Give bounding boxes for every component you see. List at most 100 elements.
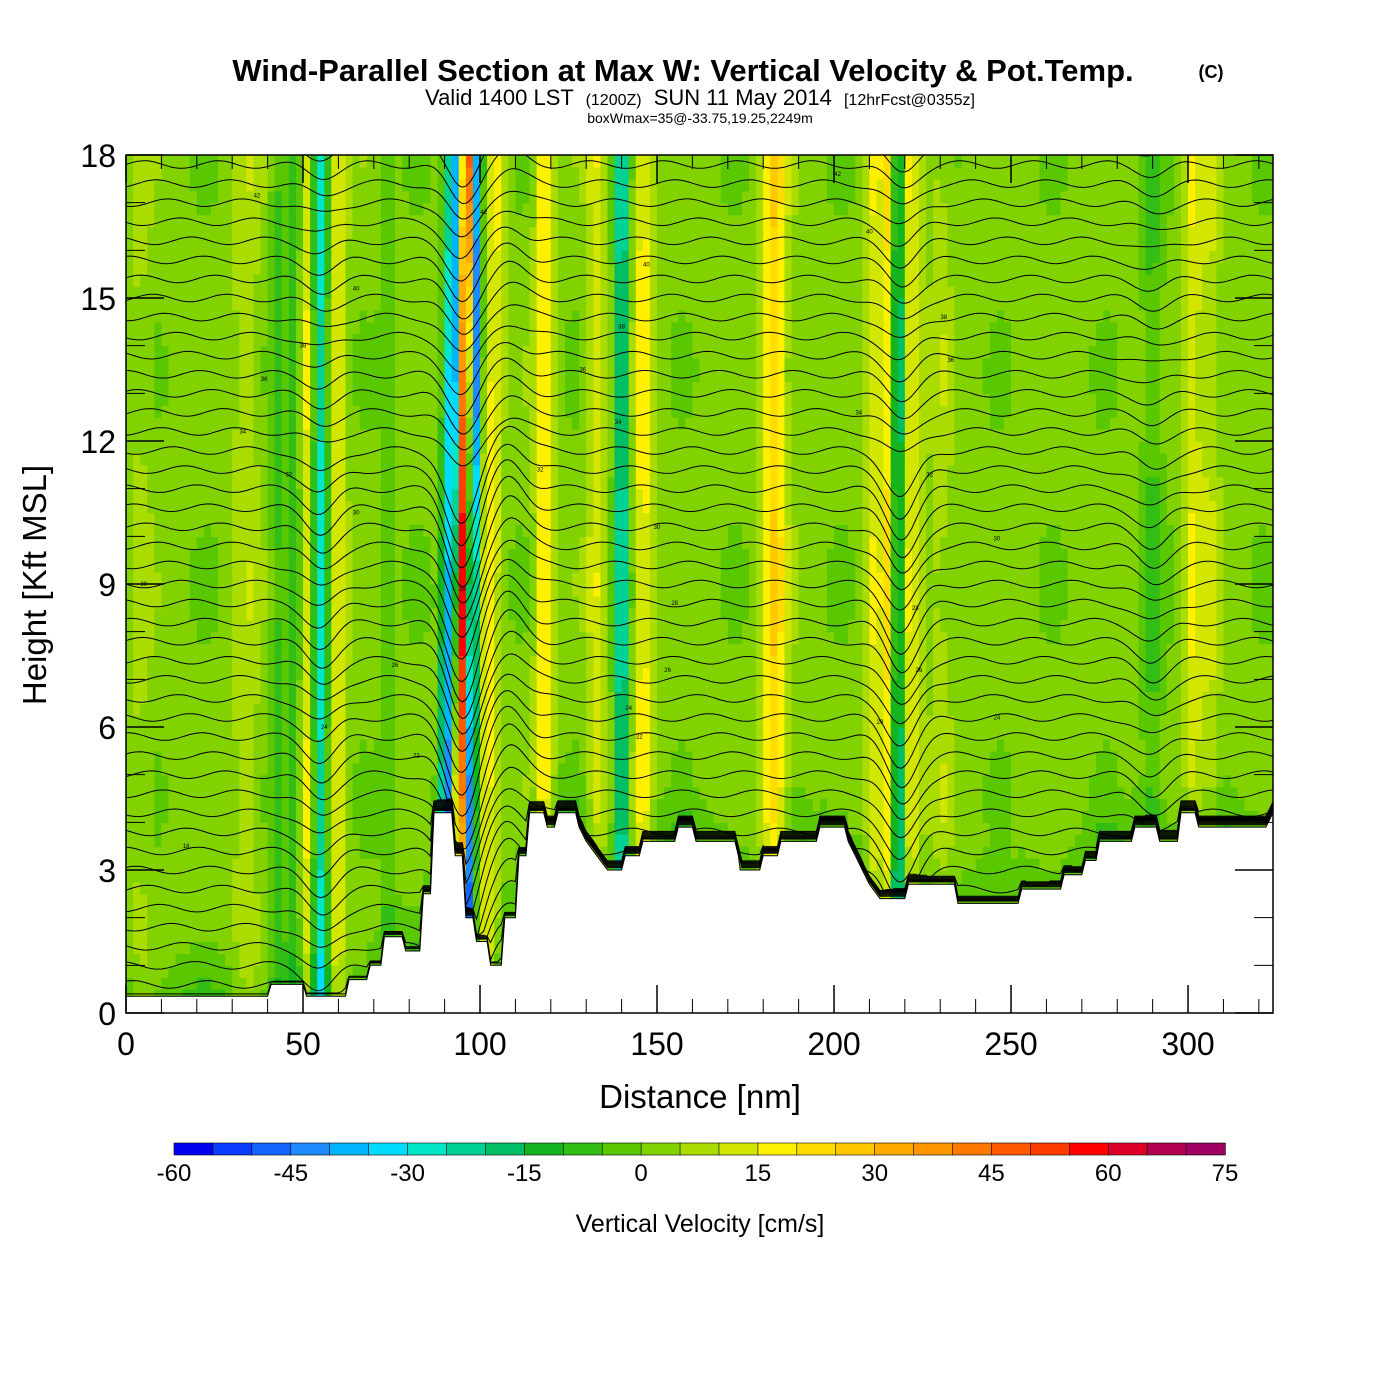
- w-cell: [416, 238, 424, 251]
- w-cell: [430, 679, 439, 692]
- w-cell: [182, 727, 191, 740]
- w-cell: [402, 250, 410, 263]
- w-cell: [331, 357, 340, 371]
- w-cell: [387, 274, 396, 287]
- w-cell: [133, 548, 141, 561]
- w-cell: [607, 202, 616, 216]
- w-cell: [295, 655, 304, 669]
- w-cell: [423, 810, 432, 823]
- w-cell: [196, 500, 205, 514]
- w-cell: [508, 548, 517, 561]
- w-cell: [260, 774, 269, 788]
- w-cell: [572, 667, 580, 680]
- w-cell: [409, 536, 417, 549]
- w-cell: [310, 619, 318, 633]
- w-cell: [366, 703, 375, 716]
- w-cell: [600, 214, 609, 228]
- w-cell: [501, 715, 509, 728]
- w-cell: [352, 584, 361, 597]
- w-cell: [303, 452, 311, 466]
- w-cell: [380, 190, 389, 204]
- w-cell: [416, 667, 424, 680]
- w-cell: [409, 286, 417, 299]
- w-cell: [331, 178, 340, 192]
- w-cell: [543, 667, 552, 680]
- w-cell: [572, 298, 580, 311]
- w-cell: [126, 750, 134, 764]
- w-cell: [126, 607, 134, 621]
- w-cell: [494, 393, 502, 406]
- w-cell: [586, 333, 594, 347]
- w-cell: [586, 584, 594, 597]
- w-cell: [458, 667, 467, 680]
- w-cell: [395, 631, 403, 645]
- w-cell: [218, 941, 226, 955]
- w-cell: [324, 560, 332, 573]
- w-cell: [260, 870, 269, 883]
- w-cell: [210, 834, 219, 847]
- w-cell: [161, 464, 170, 478]
- w-cell: [239, 703, 247, 716]
- w-cell: [345, 381, 354, 394]
- w-cell: [345, 464, 354, 478]
- w-cell: [281, 417, 290, 430]
- w-cell: [607, 226, 616, 240]
- w-cell: [494, 703, 502, 716]
- w-cell: [557, 226, 566, 240]
- w-cell: [168, 464, 177, 478]
- w-cell: [373, 166, 382, 180]
- w-cell: [317, 381, 325, 394]
- w-cell: [182, 917, 191, 931]
- w-cell: [281, 369, 290, 383]
- w-cell: [522, 762, 531, 776]
- w-cell: [246, 214, 255, 228]
- w-cell: [147, 178, 155, 192]
- w-cell: [133, 452, 141, 466]
- w-cell: [126, 977, 134, 990]
- w-cell: [373, 822, 382, 835]
- w-cell: [210, 989, 219, 1002]
- w-cell: [487, 536, 495, 549]
- w-cell: [260, 643, 269, 657]
- w-cell: [140, 166, 148, 180]
- w-cell: [239, 464, 247, 478]
- w-cell: [182, 393, 191, 406]
- w-cell: [472, 476, 481, 490]
- w-cell: [387, 548, 396, 561]
- w-cell: [338, 929, 347, 943]
- w-cell: [515, 429, 524, 442]
- w-cell: [600, 250, 609, 263]
- w-cell: [494, 870, 502, 883]
- w-cell: [246, 500, 255, 514]
- w-cell: [126, 178, 134, 192]
- w-cell: [203, 667, 212, 680]
- w-cell: [345, 560, 354, 573]
- w-cell: [586, 226, 594, 240]
- w-cell: [359, 822, 368, 835]
- w-cell: [522, 500, 531, 514]
- w-cell: [175, 727, 184, 740]
- w-cell: [281, 512, 290, 526]
- w-cell: [352, 369, 361, 383]
- w-cell: [557, 321, 566, 335]
- w-cell: [522, 715, 531, 728]
- w-cell: [246, 631, 255, 645]
- w-cell: [161, 321, 170, 335]
- w-cell: [487, 155, 495, 168]
- plot-area: 4242404040423838383636363434343232323030…: [126, 155, 1273, 1013]
- w-cell: [295, 643, 304, 657]
- w-cell: [295, 441, 304, 454]
- w-cell: [437, 560, 446, 573]
- w-cell: [338, 858, 347, 871]
- w-cell: [472, 881, 481, 895]
- w-cell: [430, 214, 439, 228]
- w-cell: [501, 572, 509, 585]
- w-cell: [126, 941, 134, 955]
- w-cell: [373, 798, 382, 812]
- w-cell: [154, 441, 162, 454]
- w-cell: [416, 560, 424, 573]
- w-cell: [288, 274, 297, 287]
- w-cell: [196, 202, 205, 216]
- w-cell: [126, 357, 134, 371]
- w-cell: [522, 655, 531, 669]
